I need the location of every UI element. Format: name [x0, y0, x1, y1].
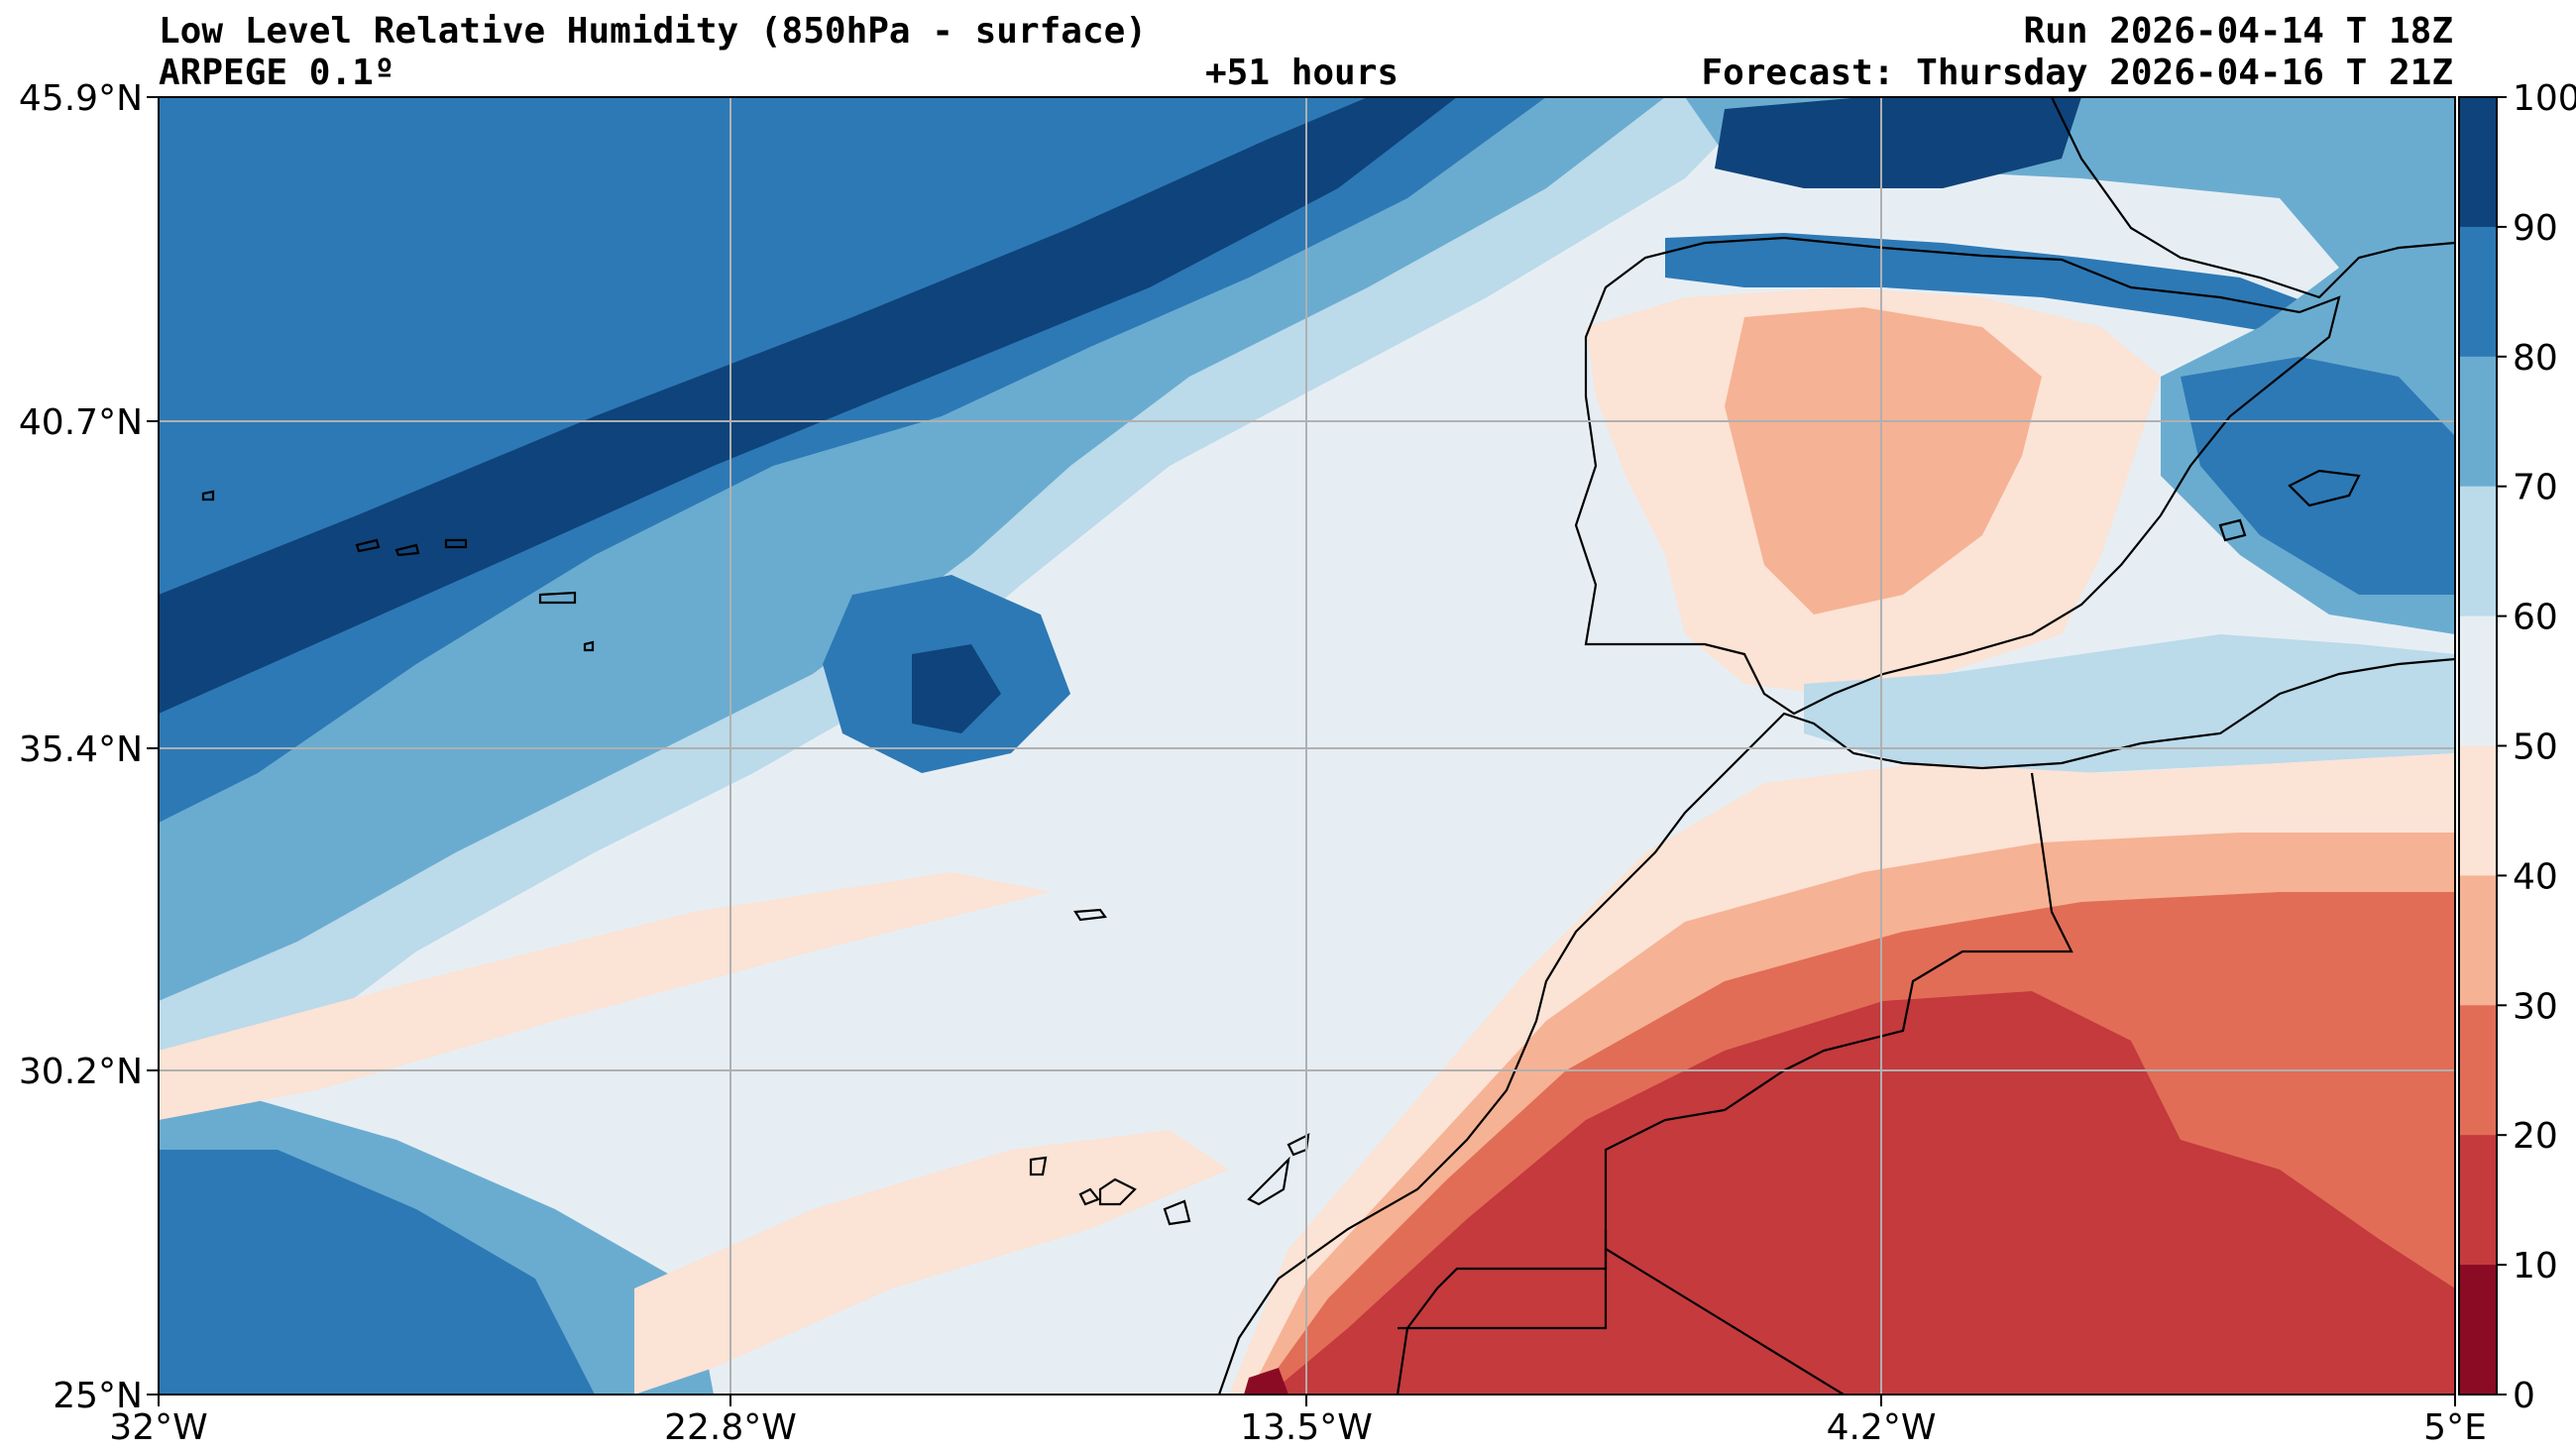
y-tick-label: 25°N [53, 1376, 143, 1416]
colorbar-swatch [2459, 875, 2497, 1006]
colorbar-tick-label: 0 [2513, 1376, 2535, 1416]
colorbar-swatch [2459, 226, 2497, 358]
colorbar-swatch [2459, 1135, 2497, 1266]
colorbar-tick-label: 40 [2513, 856, 2558, 897]
colorbar-tick-label: 80 [2513, 338, 2558, 379]
field-40-50-ribbon [159, 872, 1051, 1120]
colorbar-tick-label: 30 [2513, 986, 2558, 1027]
field-80-90 [159, 97, 1546, 823]
x-axis: 32°W 22.8°W 13.5°W 4.2°W 5°E [109, 1395, 2487, 1448]
y-tick-label: 45.9°N [19, 78, 143, 119]
forecast-label: Forecast: Thursday 2026-04-16 T 21Z [1701, 53, 2453, 93]
x-tick-label: 22.8°W [664, 1407, 797, 1448]
colorbar-tick-label: 50 [2513, 727, 2558, 768]
y-axis: 45.9°N 40.7°N 35.4°N 30.2°N 25°N [19, 78, 159, 1416]
x-tick-label: 13.5°W [1240, 1407, 1373, 1448]
y-tick-label: 40.7°N [19, 402, 143, 443]
field-90-100-blob [912, 644, 1001, 733]
colorbar-swatch [2459, 745, 2497, 876]
lead-time-label: +51 hours [1205, 53, 1400, 93]
field-0-10-spot [1244, 1368, 1288, 1395]
field-30-40-iberia [1725, 307, 2042, 614]
field-90-100-ne [1715, 97, 2081, 188]
model-label: ARPEGE 0.1º [159, 53, 395, 93]
colorbar-tick-label: 60 [2513, 598, 2558, 638]
colorbar-swatch [2459, 356, 2497, 488]
field-80-90-mediterranean [2181, 357, 2455, 595]
x-tick-label: 4.2°W [1827, 1407, 1937, 1448]
colorbar-swatch [2459, 615, 2497, 746]
x-tick-label: 5°E [2423, 1407, 2487, 1448]
map-title: Low Level Relative Humidity (850hPa - su… [159, 11, 1147, 52]
field-10-20-africa [1269, 991, 2455, 1395]
field-90-100 [159, 97, 1457, 714]
colorbar-tick-label: 20 [2513, 1116, 2558, 1157]
map-plot-area [159, 97, 2455, 1395]
coastlines [201, 97, 2455, 1395]
colorbar-tick-label: 100 [2513, 78, 2576, 119]
y-tick-label: 35.4°N [19, 729, 143, 770]
colorbar-swatch [2459, 1265, 2497, 1396]
colorbar-tick-label: 90 [2513, 208, 2558, 249]
y-tick-label: 30.2°N [19, 1052, 143, 1092]
colorbar-tick-label: 70 [2513, 468, 2558, 508]
colorbar-swatch [2459, 486, 2497, 617]
field-60-70-alboran [1804, 634, 2455, 773]
run-label: Run 2026-04-14 T 18Z [2023, 11, 2453, 52]
colorbar-swatch [2459, 1005, 2497, 1136]
colorbar-swatch [2459, 97, 2497, 228]
gridlines [159, 97, 2455, 1395]
colorbar-tick-label: 10 [2513, 1246, 2558, 1286]
x-tick-label: 32°W [109, 1407, 207, 1448]
field-80-90-pyrenees [1665, 233, 2319, 337]
field-80-90-sw [159, 1150, 595, 1395]
